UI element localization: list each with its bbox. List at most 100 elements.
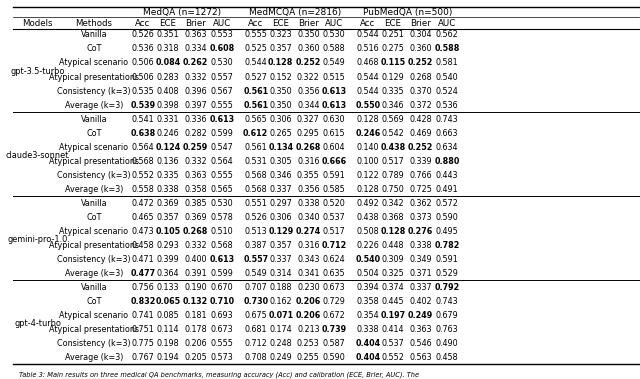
Text: 0.349: 0.349 — [409, 255, 432, 264]
Text: 0.252: 0.252 — [296, 58, 321, 67]
Text: 0.536: 0.536 — [436, 100, 458, 110]
Text: 0.133: 0.133 — [157, 283, 179, 292]
Text: 0.402: 0.402 — [409, 297, 432, 306]
Text: Atypical scenario: Atypical scenario — [60, 311, 129, 320]
Text: Vanilla: Vanilla — [81, 199, 108, 208]
Text: 0.471: 0.471 — [132, 255, 154, 264]
Text: 0.194: 0.194 — [157, 353, 179, 362]
Text: 0.666: 0.666 — [321, 157, 347, 166]
Text: 0.100: 0.100 — [356, 157, 379, 166]
Text: 0.358: 0.358 — [356, 297, 380, 306]
Text: 0.590: 0.590 — [323, 353, 346, 362]
Text: 0.591: 0.591 — [323, 171, 346, 180]
Text: 0.672: 0.672 — [323, 311, 346, 320]
Text: Average (k=3): Average (k=3) — [65, 353, 124, 362]
Text: 0.613: 0.613 — [321, 86, 347, 96]
Text: 0.259: 0.259 — [183, 143, 208, 152]
Text: 0.468: 0.468 — [356, 58, 379, 67]
Text: 0.226: 0.226 — [356, 241, 380, 250]
Text: 0.527: 0.527 — [244, 72, 267, 81]
Text: 0.404: 0.404 — [355, 339, 380, 348]
Text: Models: Models — [22, 19, 53, 28]
Text: 0.544: 0.544 — [244, 58, 267, 67]
Text: 0.568: 0.568 — [211, 241, 233, 250]
Text: 0.363: 0.363 — [410, 325, 432, 334]
Text: 0.268: 0.268 — [296, 143, 321, 152]
Text: 0.587: 0.587 — [323, 339, 346, 348]
Text: AUC: AUC — [325, 19, 343, 28]
Text: 0.306: 0.306 — [269, 213, 292, 222]
Text: 0.568: 0.568 — [244, 171, 267, 180]
Text: 0.084: 0.084 — [156, 58, 180, 67]
Text: 0.350: 0.350 — [297, 30, 320, 39]
Text: Atypical scenario: Atypical scenario — [60, 58, 129, 67]
Text: ECE: ECE — [159, 19, 177, 28]
Text: 0.372: 0.372 — [409, 100, 432, 110]
Text: 0.599: 0.599 — [211, 269, 234, 278]
Text: ECE: ECE — [385, 19, 401, 28]
Text: 0.555: 0.555 — [211, 339, 234, 348]
Text: 0.506: 0.506 — [132, 58, 154, 67]
Text: 0.561: 0.561 — [243, 86, 268, 96]
Text: 0.565: 0.565 — [211, 185, 233, 194]
Text: 0.563: 0.563 — [409, 353, 432, 362]
Text: 0.283: 0.283 — [157, 72, 179, 81]
Text: 0.564: 0.564 — [132, 143, 154, 152]
Text: 0.751: 0.751 — [132, 325, 154, 334]
Text: 0.374: 0.374 — [381, 283, 404, 292]
Text: 0.517: 0.517 — [381, 157, 404, 166]
Text: Consistency (k=3): Consistency (k=3) — [57, 339, 131, 348]
Text: 0.128: 0.128 — [268, 58, 294, 67]
Text: 0.524: 0.524 — [435, 86, 458, 96]
Text: 0.323: 0.323 — [269, 30, 292, 39]
Text: 0.114: 0.114 — [157, 325, 179, 334]
Text: 0.314: 0.314 — [269, 269, 292, 278]
Text: 0.105: 0.105 — [156, 227, 180, 236]
Text: 0.206: 0.206 — [296, 311, 321, 320]
Text: 0.134: 0.134 — [268, 143, 293, 152]
Text: 0.473: 0.473 — [132, 227, 154, 236]
Text: 0.337: 0.337 — [269, 255, 292, 264]
Text: 0.438: 0.438 — [380, 143, 406, 152]
Text: 0.274: 0.274 — [296, 227, 321, 236]
Text: 0.391: 0.391 — [184, 269, 207, 278]
Text: 0.246: 0.246 — [157, 128, 179, 138]
Text: 0.567: 0.567 — [211, 86, 233, 96]
Text: Methods: Methods — [76, 19, 113, 28]
Text: 0.448: 0.448 — [381, 241, 404, 250]
Text: 0.332: 0.332 — [184, 72, 207, 81]
Text: 0.477: 0.477 — [131, 269, 156, 278]
Text: 0.357: 0.357 — [269, 44, 292, 53]
Text: AUC: AUC — [438, 19, 456, 28]
Text: Table 3: Main results on three medical QA benchmarks, measuring accuracy (Acc) a: Table 3: Main results on three medical Q… — [19, 372, 419, 378]
Text: 0.438: 0.438 — [356, 213, 379, 222]
Text: PubMedQA (n=500): PubMedQA (n=500) — [363, 8, 452, 17]
Text: 0.530: 0.530 — [211, 199, 233, 208]
Text: 0.334: 0.334 — [184, 44, 207, 53]
Text: Consistency (k=3): Consistency (k=3) — [57, 171, 131, 180]
Text: claude3-sonnet: claude3-sonnet — [6, 151, 69, 160]
Text: 0.197: 0.197 — [380, 311, 406, 320]
Text: 0.775: 0.775 — [131, 339, 154, 348]
Text: 0.663: 0.663 — [436, 128, 458, 138]
Text: 0.351: 0.351 — [157, 30, 179, 39]
Text: Brier: Brier — [185, 19, 206, 28]
Text: Average (k=3): Average (k=3) — [65, 269, 124, 278]
Text: 0.544: 0.544 — [356, 30, 380, 39]
Text: 0.355: 0.355 — [297, 171, 320, 180]
Text: 0.309: 0.309 — [381, 255, 404, 264]
Text: 0.613: 0.613 — [321, 100, 347, 110]
Text: 0.544: 0.544 — [356, 72, 380, 81]
Text: 0.293: 0.293 — [157, 241, 179, 250]
Text: 0.262: 0.262 — [183, 58, 208, 67]
Text: 0.360: 0.360 — [297, 44, 319, 53]
Text: 0.530: 0.530 — [323, 30, 346, 39]
Text: 0.297: 0.297 — [269, 199, 292, 208]
Text: 0.739: 0.739 — [321, 325, 347, 334]
Text: 0.546: 0.546 — [409, 339, 432, 348]
Text: 0.357: 0.357 — [269, 241, 292, 250]
Text: 0.129: 0.129 — [381, 72, 404, 81]
Text: 0.152: 0.152 — [269, 72, 292, 81]
Text: 0.369: 0.369 — [184, 213, 207, 222]
Text: AUC: AUC — [212, 19, 231, 28]
